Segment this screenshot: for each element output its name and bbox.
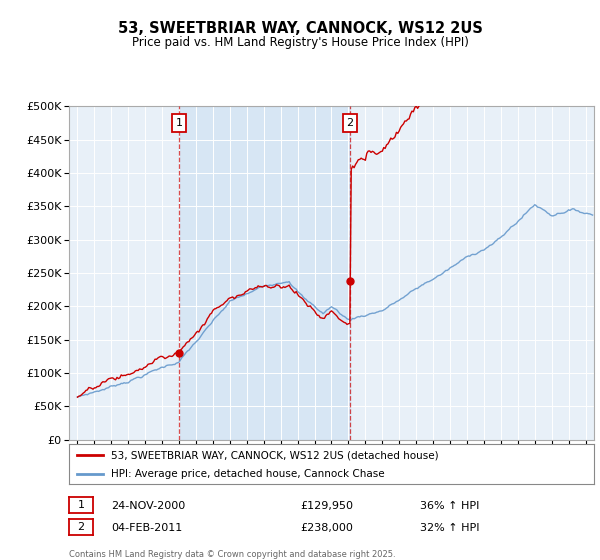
Text: Contains HM Land Registry data © Crown copyright and database right 2025.
This d: Contains HM Land Registry data © Crown c…: [69, 550, 395, 560]
Text: £129,950: £129,950: [300, 501, 353, 511]
Text: 53, SWEETBRIAR WAY, CANNOCK, WS12 2US (detached house): 53, SWEETBRIAR WAY, CANNOCK, WS12 2US (d…: [111, 450, 439, 460]
Text: 53, SWEETBRIAR WAY, CANNOCK, WS12 2US: 53, SWEETBRIAR WAY, CANNOCK, WS12 2US: [118, 21, 482, 36]
Text: 24-NOV-2000: 24-NOV-2000: [111, 501, 185, 511]
Text: 2: 2: [77, 522, 85, 532]
Text: 04-FEB-2011: 04-FEB-2011: [111, 523, 182, 533]
Text: 1: 1: [77, 500, 85, 510]
Text: HPI: Average price, detached house, Cannock Chase: HPI: Average price, detached house, Cann…: [111, 469, 385, 479]
Text: 1: 1: [176, 118, 182, 128]
Bar: [179, 106, 350, 440]
Text: 2: 2: [346, 118, 353, 128]
Text: 36% ↑ HPI: 36% ↑ HPI: [420, 501, 479, 511]
Text: 32% ↑ HPI: 32% ↑ HPI: [420, 523, 479, 533]
Text: £238,000: £238,000: [300, 523, 353, 533]
Text: Price paid vs. HM Land Registry's House Price Index (HPI): Price paid vs. HM Land Registry's House …: [131, 36, 469, 49]
